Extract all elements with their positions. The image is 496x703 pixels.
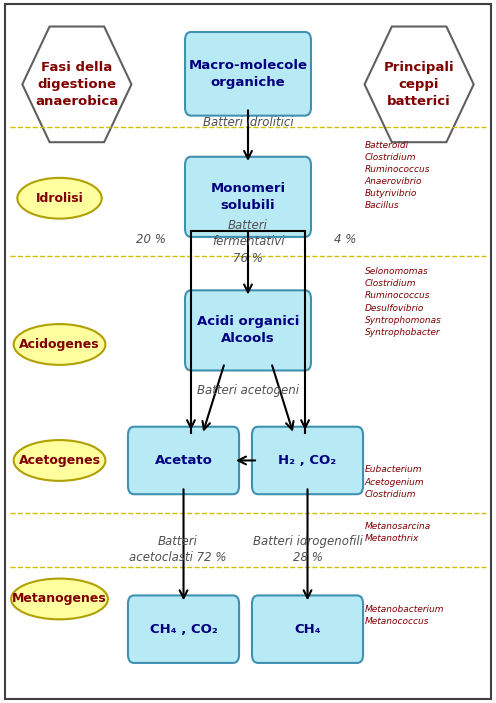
Text: Eubacterium
Acetogenium
Clostridium: Eubacterium Acetogenium Clostridium (365, 465, 424, 498)
Polygon shape (365, 27, 474, 142)
Text: Acetato: Acetato (155, 454, 212, 467)
FancyBboxPatch shape (185, 290, 311, 370)
Text: Batteri
fermentativi
76 %: Batteri fermentativi 76 % (212, 219, 284, 265)
Text: Batteri idrogenofili
28 %: Batteri idrogenofili 28 % (252, 535, 363, 565)
FancyBboxPatch shape (252, 595, 363, 663)
FancyBboxPatch shape (128, 427, 239, 494)
Text: Monomeri
solubili: Monomeri solubili (210, 182, 286, 212)
Text: Selonomomas
Clostridium
Ruminococcus
Desulfovibrio
Syntrophomonas
Syntrophobacte: Selonomomas Clostridium Ruminococcus Des… (365, 267, 441, 337)
FancyBboxPatch shape (128, 595, 239, 663)
Text: 4 %: 4 % (333, 233, 356, 245)
Text: Batteri idrolitici: Batteri idrolitici (203, 116, 293, 129)
Text: Batteroidi
Clostridium
Ruminococcus
Anaerovibrio
Butyrivibrio
Bacillus: Batteroidi Clostridium Ruminococcus Anae… (365, 141, 430, 210)
Text: Idrolisi: Idrolisi (36, 192, 83, 205)
Text: Acidogenes: Acidogenes (19, 338, 100, 351)
Text: Metanosarcina
Metanothrix: Metanosarcina Metanothrix (365, 522, 431, 543)
Text: Acidi organici
Alcools: Acidi organici Alcools (197, 316, 299, 345)
Text: Batteri
acetoclasti 72 %: Batteri acetoclasti 72 % (129, 535, 226, 565)
Text: Acetogenes: Acetogenes (18, 454, 101, 467)
FancyBboxPatch shape (252, 427, 363, 494)
Text: Principali
ceppi
batterici: Principali ceppi batterici (384, 61, 454, 108)
Text: H₂ , CO₂: H₂ , CO₂ (278, 454, 337, 467)
Text: Metanogenes: Metanogenes (12, 593, 107, 605)
Text: Macro-molecole
organiche: Macro-molecole organiche (188, 59, 308, 89)
Text: 20 %: 20 % (136, 233, 166, 245)
FancyBboxPatch shape (185, 157, 311, 237)
Ellipse shape (11, 579, 108, 619)
Text: CH₄ , CO₂: CH₄ , CO₂ (150, 623, 217, 636)
Ellipse shape (13, 324, 105, 365)
Text: Metanobacterium
Metanococcus: Metanobacterium Metanococcus (365, 605, 444, 626)
Text: CH₄: CH₄ (294, 623, 321, 636)
Polygon shape (22, 27, 131, 142)
FancyBboxPatch shape (185, 32, 311, 115)
Ellipse shape (13, 440, 105, 481)
Ellipse shape (17, 178, 102, 219)
Text: Fasi della
digestione
anaerobica: Fasi della digestione anaerobica (35, 61, 119, 108)
Text: Batteri acetogeni: Batteri acetogeni (197, 384, 299, 396)
